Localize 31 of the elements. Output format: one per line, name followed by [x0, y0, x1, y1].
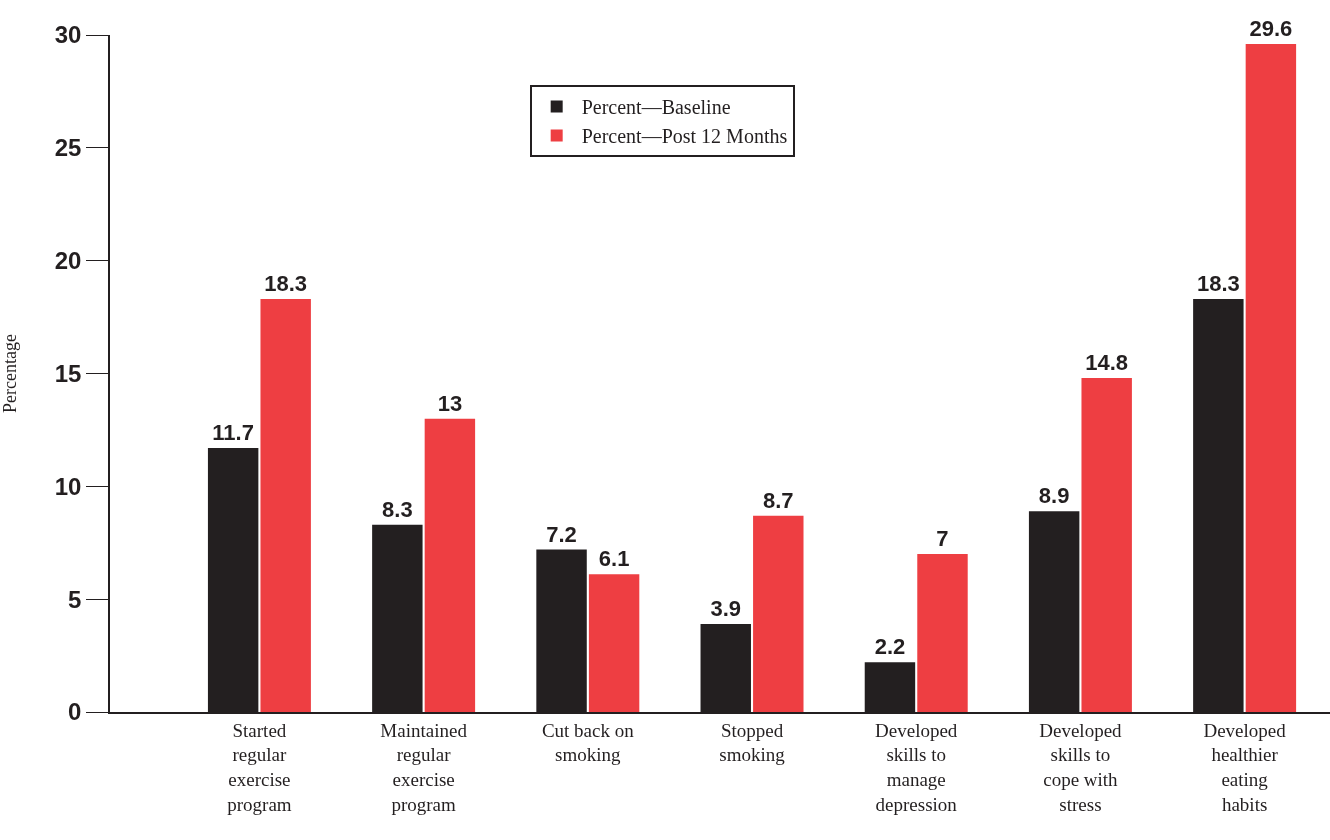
y-axis-title: Percentage — [0, 334, 20, 413]
x-tick-label: Cut back on smoking — [541, 719, 635, 766]
y-tick-label: 20 — [54, 247, 82, 275]
legend-label: Percent—Post 12 Months — [581, 125, 788, 148]
data-label: 29.6 — [1249, 16, 1293, 42]
data-label: 18.3 — [1196, 271, 1240, 297]
data-label: 6.1 — [598, 546, 630, 572]
y-tick-label: 0 — [68, 698, 82, 726]
legend-label: Percent—Baseline — [581, 96, 731, 119]
data-label: 13 — [437, 390, 463, 416]
x-tick-label: Developed skills to cope with stress — [1039, 719, 1123, 815]
data-label: 7.2 — [546, 521, 577, 547]
data-label: 7 — [936, 526, 949, 552]
data-label: 8.7 — [762, 487, 794, 513]
y-tick-label: 30 — [54, 21, 82, 49]
x-tick-label: Started regular exercise program — [227, 719, 292, 815]
data-label: 2.2 — [874, 634, 906, 660]
y-tick-label: 25 — [54, 134, 82, 162]
x-tick-label: Stopped smoking — [719, 719, 786, 766]
data-label: 3.9 — [710, 595, 742, 621]
data-label: 8.9 — [1038, 483, 1070, 509]
y-tick-label: 5 — [68, 585, 82, 613]
data-label: 14.8 — [1085, 350, 1129, 376]
y-tick-label: 15 — [54, 359, 82, 387]
data-label: 11.7 — [212, 419, 254, 445]
x-tick-label: Developed skills to manage depression — [875, 719, 958, 815]
x-tick-label: Developed healthier eating habits — [1203, 719, 1287, 815]
y-tick-label: 10 — [54, 472, 82, 500]
data-label: 18.3 — [264, 271, 308, 297]
data-label: 8.3 — [382, 496, 413, 522]
x-tick-label: Maintained regular exercise program — [380, 719, 468, 815]
